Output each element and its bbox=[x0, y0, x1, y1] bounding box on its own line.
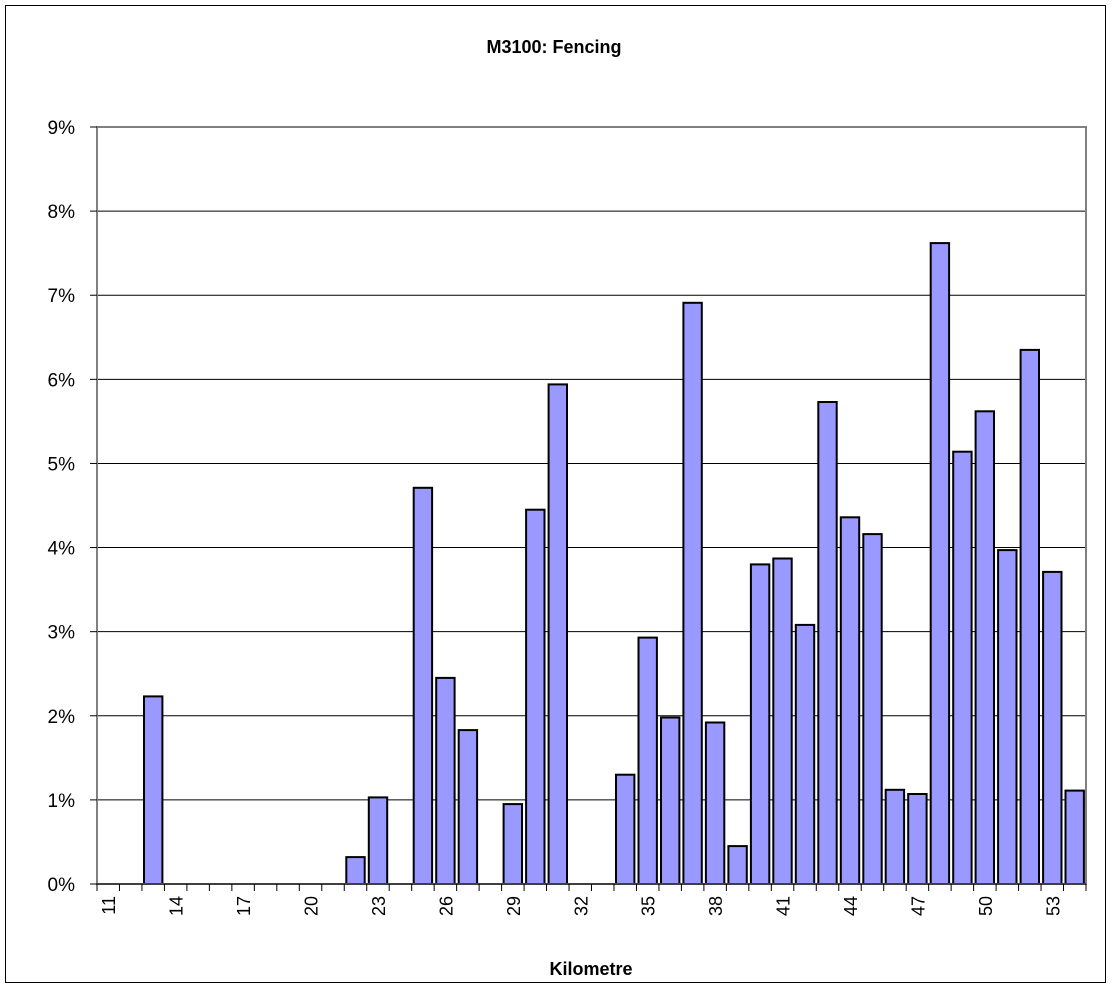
bar bbox=[839, 516, 861, 885]
y-tick-label: 5% bbox=[48, 454, 76, 475]
x-tick-label: 14 bbox=[167, 896, 187, 916]
x-tick-label: 26 bbox=[436, 896, 456, 916]
x-tick-label: 41 bbox=[774, 896, 794, 916]
x-tick-label: 47 bbox=[908, 896, 928, 916]
bar bbox=[435, 676, 456, 886]
y-axis: 0% 1% 2% 3% 4% 5% 6% 7% 8% 9% bbox=[48, 118, 97, 896]
bar bbox=[367, 796, 389, 886]
bar bbox=[457, 729, 479, 885]
bar bbox=[997, 549, 1018, 885]
x-tick-label: 50 bbox=[976, 896, 996, 916]
bar bbox=[1019, 348, 1040, 885]
bar bbox=[502, 803, 524, 885]
y-tick-label: 2% bbox=[48, 707, 76, 728]
x-tick-label: 44 bbox=[841, 896, 861, 916]
x-tick-label: 20 bbox=[302, 896, 322, 916]
y-tick-label: 3% bbox=[48, 623, 76, 644]
y-tick-label: 6% bbox=[48, 370, 76, 391]
chart-title: M3100: Fencing bbox=[486, 37, 621, 57]
x-tick-label: 23 bbox=[369, 896, 389, 916]
bar bbox=[547, 383, 568, 885]
bar bbox=[907, 793, 928, 885]
bar bbox=[772, 557, 793, 885]
bar bbox=[749, 563, 771, 886]
bar bbox=[884, 788, 906, 885]
bar bbox=[929, 242, 951, 886]
bar bbox=[817, 401, 838, 885]
bar bbox=[615, 773, 636, 886]
bar bbox=[1064, 789, 1085, 885]
y-tick-label: 1% bbox=[48, 791, 76, 812]
bar bbox=[660, 716, 681, 885]
y-tick-label: 4% bbox=[48, 539, 76, 560]
bar bbox=[704, 721, 726, 885]
bar bbox=[525, 508, 546, 885]
y-tick-label: 9% bbox=[48, 118, 76, 139]
bar bbox=[862, 533, 883, 885]
y-tick-label: 7% bbox=[48, 286, 76, 307]
bar bbox=[952, 450, 973, 885]
bar bbox=[682, 301, 703, 885]
y-tick-label: 0% bbox=[48, 875, 76, 896]
x-tick-label: 11 bbox=[99, 896, 119, 915]
x-axis: 11 14 17 20 23 26 29 32 35 38 41 44 47 50 53 bbox=[96, 883, 1087, 916]
x-tick-label: 29 bbox=[504, 896, 524, 916]
bar bbox=[345, 856, 366, 885]
bar bbox=[143, 695, 164, 886]
x-axis-title: Kilometre bbox=[549, 959, 632, 979]
y-tick-label: 8% bbox=[48, 202, 76, 223]
x-tick-label: 38 bbox=[706, 896, 726, 916]
x-tick-label: 32 bbox=[571, 896, 591, 916]
bar bbox=[1042, 570, 1063, 886]
bar bbox=[637, 636, 658, 885]
x-tick-label: 53 bbox=[1043, 896, 1063, 916]
bar bbox=[412, 486, 434, 885]
x-tick-label: 35 bbox=[639, 896, 659, 916]
bar bbox=[727, 845, 748, 885]
bars bbox=[143, 242, 1085, 886]
bar bbox=[974, 410, 995, 885]
x-tick-label: 17 bbox=[234, 896, 254, 916]
bar bbox=[794, 623, 816, 886]
